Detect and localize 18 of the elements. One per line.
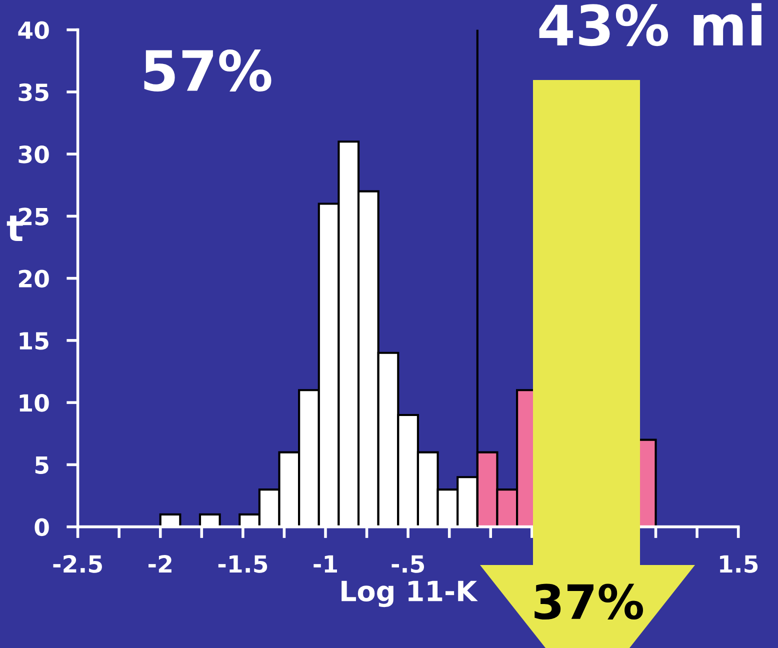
annotation: 43% mi (539, 3, 762, 46)
x-tick-label: -2 (148, 555, 172, 573)
y-tick-label: 30 (18, 146, 49, 164)
x-axis-title: Log 11-K (342, 580, 478, 608)
y-tick-label: 0 (34, 518, 49, 536)
text: 37% (534, 584, 644, 620)
x-tick-label: -1 (314, 555, 337, 573)
x-tick-label: -2.5 (53, 555, 102, 573)
y-tick-label: 15 (20, 332, 48, 350)
y-tick-label: 40 (18, 21, 49, 40)
x-tick-label: 1.5 (720, 555, 758, 573)
y-tick-label: 20 (19, 270, 49, 288)
annotation: 57% (144, 49, 272, 92)
x-tick-label: -1.5 (218, 555, 268, 573)
x-tick-label: -.5 (392, 555, 424, 573)
y-tick-label: 10 (20, 394, 49, 412)
y-tick-label: 35 (18, 83, 48, 102)
y-tick-label: 5 (35, 456, 48, 474)
